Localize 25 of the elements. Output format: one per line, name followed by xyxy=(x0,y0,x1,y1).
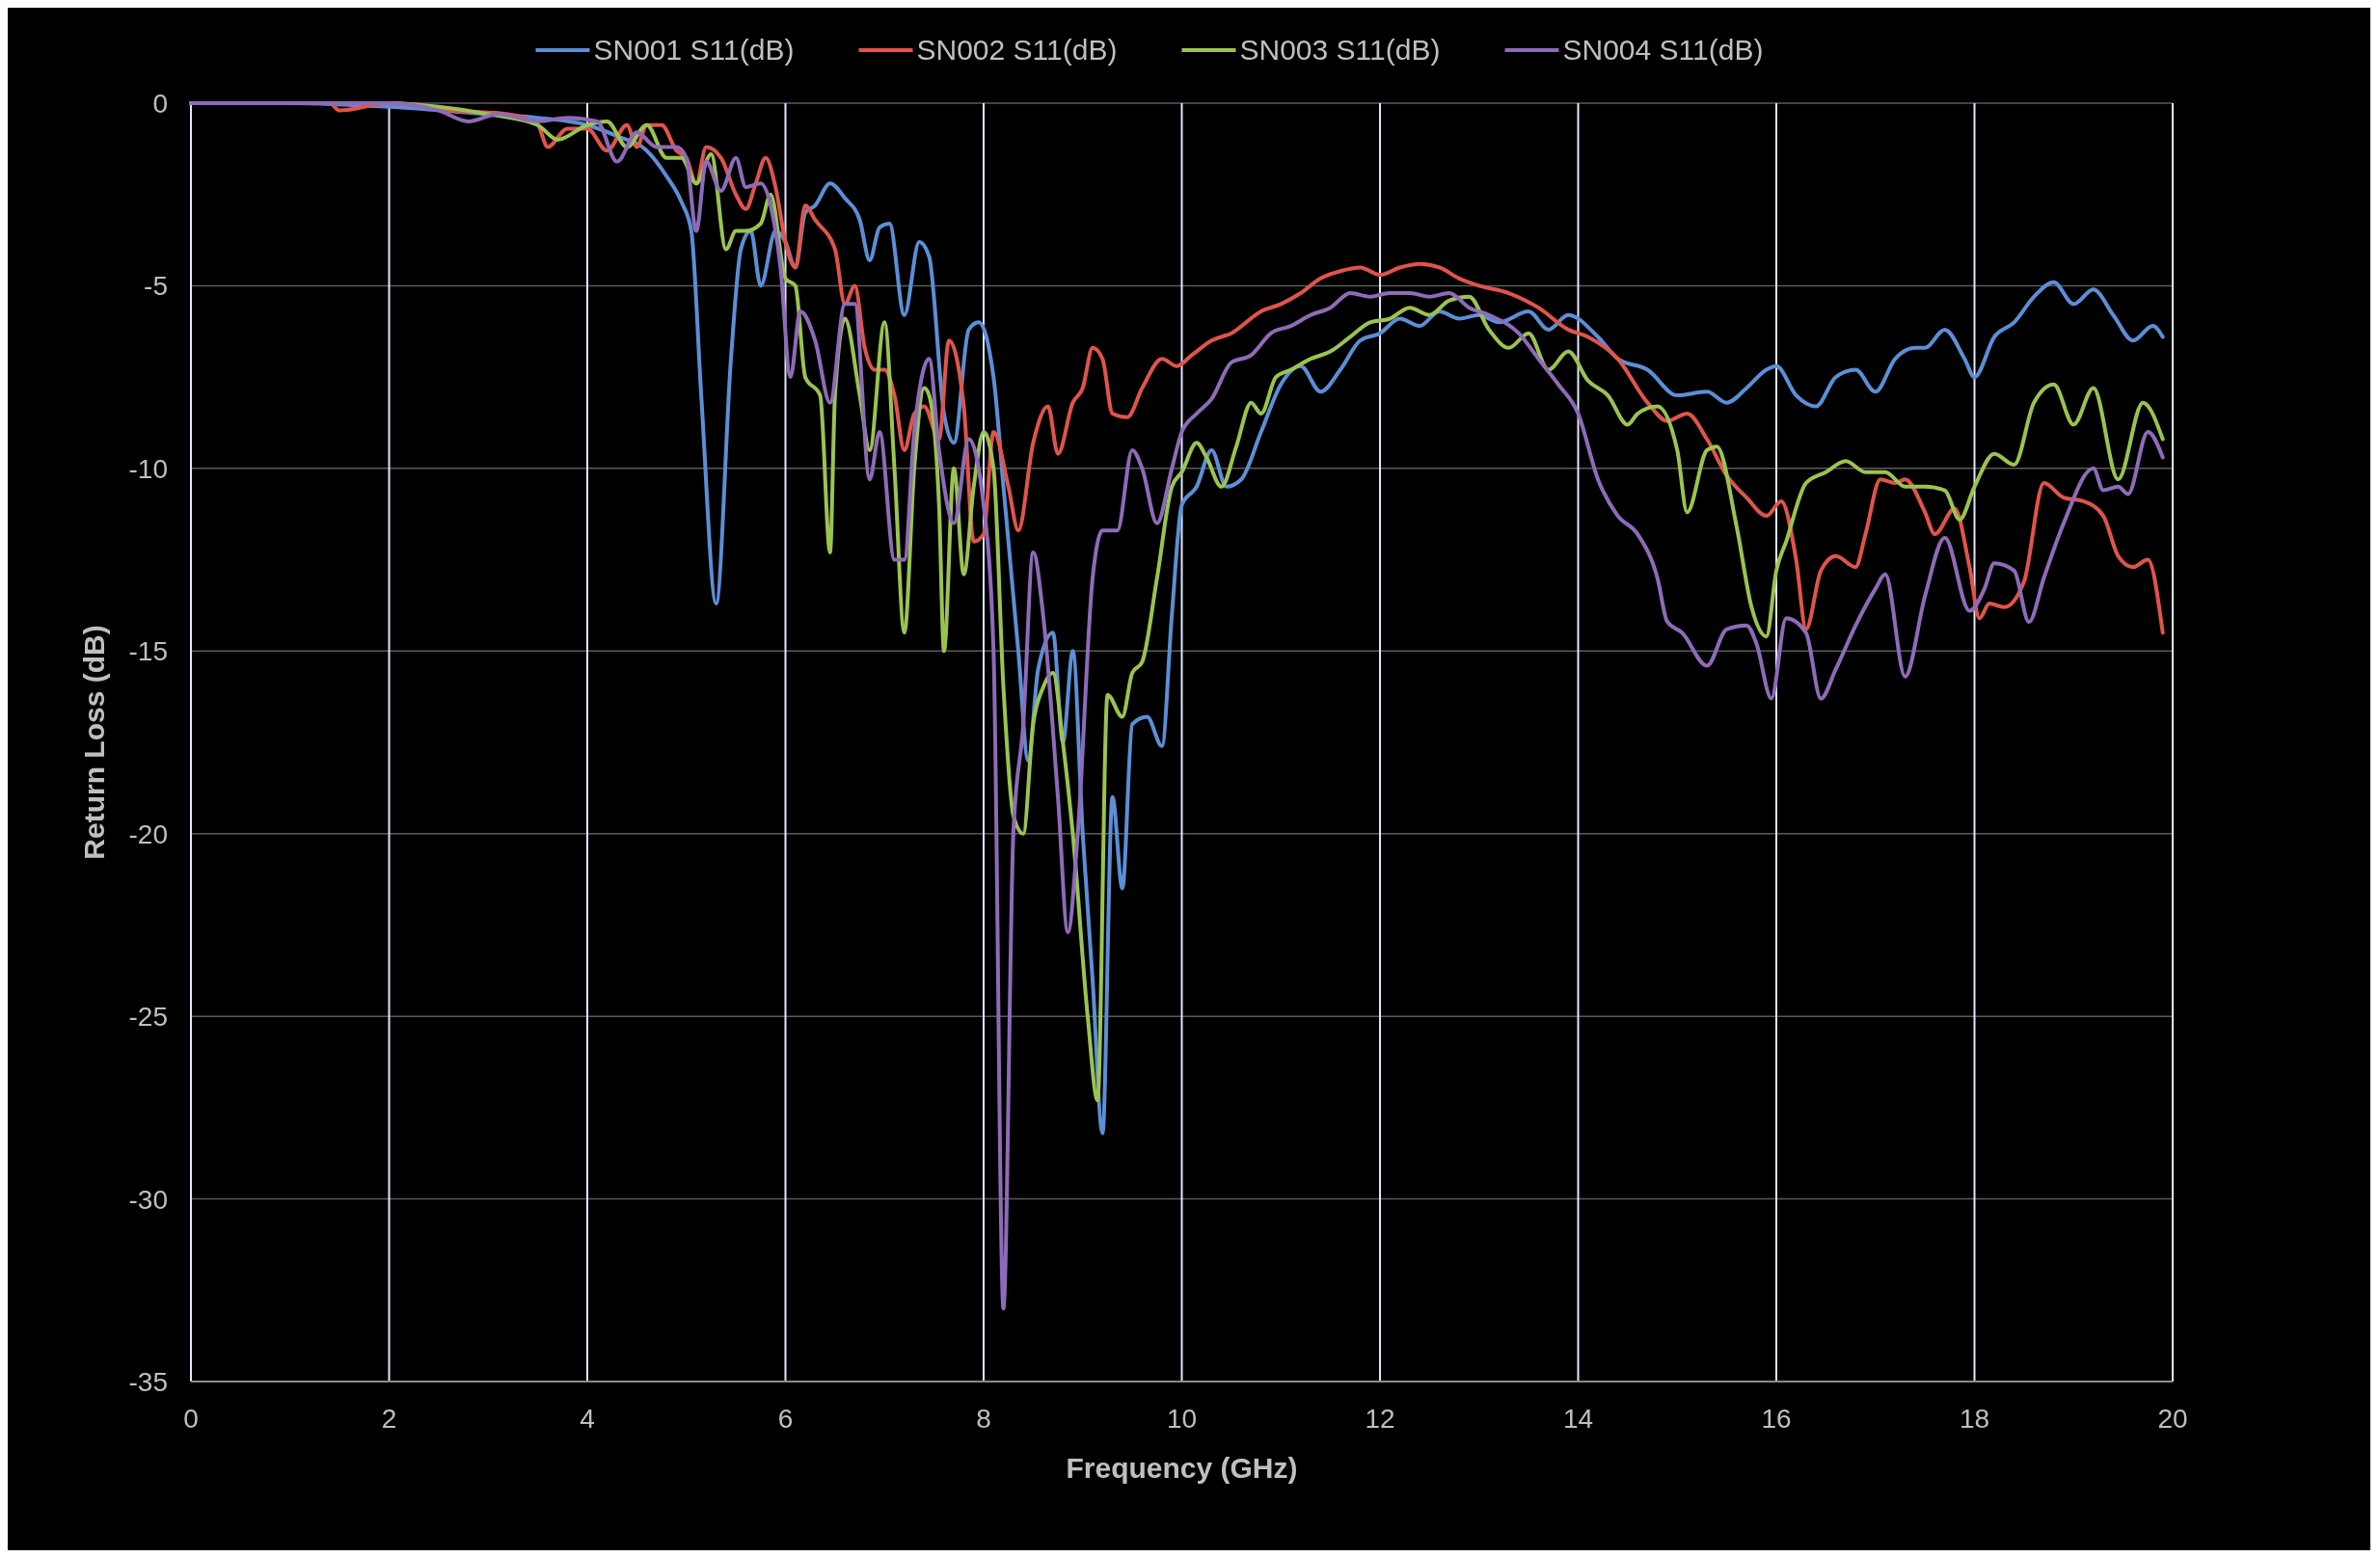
y-tick-label: 0 xyxy=(152,89,168,119)
x-tick-label: 0 xyxy=(183,1404,199,1434)
x-tick-label: 2 xyxy=(381,1404,397,1434)
x-tick-label: 12 xyxy=(1365,1404,1395,1434)
x-tick-label: 4 xyxy=(580,1404,595,1434)
y-tick-label: -15 xyxy=(128,636,168,667)
x-axis-title: Frequency (GHz) xyxy=(1066,1452,1298,1484)
y-axis-title: Return Loss (dB) xyxy=(78,625,110,860)
x-tick-label: 8 xyxy=(976,1404,991,1434)
x-tick-label: 14 xyxy=(1562,1404,1594,1434)
x-tick-label: 18 xyxy=(1959,1404,1990,1434)
x-tick-label: 10 xyxy=(1166,1404,1198,1434)
y-tick-label: -5 xyxy=(144,271,168,302)
y-tick-label: -25 xyxy=(128,1002,168,1033)
legend-label: SN003 S11(dB) xyxy=(1239,34,1441,66)
y-tick-label: -10 xyxy=(128,453,168,484)
legend-label: SN001 S11(dB) xyxy=(593,34,795,66)
legend-label: SN004 S11(dB) xyxy=(1562,34,1764,66)
legend-label: SN002 S11(dB) xyxy=(916,34,1118,66)
x-tick-label: 16 xyxy=(1761,1404,1792,1434)
y-tick-label: -20 xyxy=(128,819,168,849)
x-tick-label: 20 xyxy=(2157,1404,2188,1434)
x-tick-label: 6 xyxy=(777,1404,794,1434)
y-tick-label: -35 xyxy=(128,1367,168,1397)
y-tick-label: -30 xyxy=(128,1184,168,1215)
